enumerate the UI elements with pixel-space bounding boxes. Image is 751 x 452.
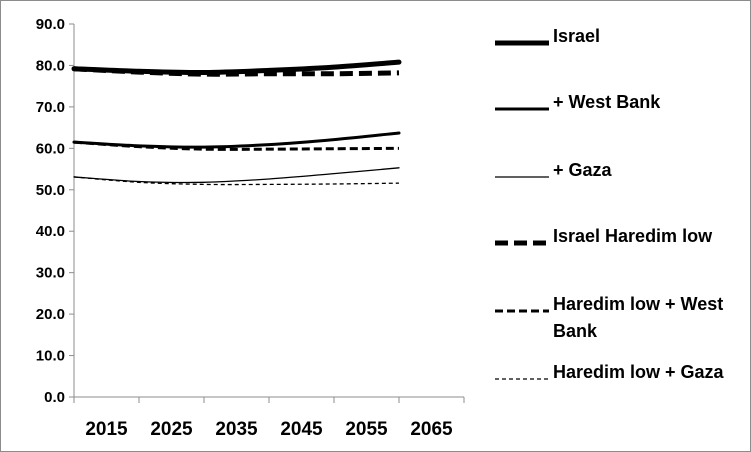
y-tick-label: 50.0 [36,182,65,199]
series-lines [71,59,402,186]
series-line-2 [72,131,401,149]
legend-swatch [495,107,549,111]
series-line-4 [73,66,400,77]
series-line-5 [73,140,400,151]
axes [69,23,465,403]
series-line-6 [73,176,400,186]
y-tick-label: 10.0 [36,348,65,365]
y-tick-label: 30.0 [36,265,65,282]
series-line-3 [73,167,400,184]
x-tick-label: 2035 [215,419,258,440]
legend-label: Israel [553,26,601,46]
legend-swatch [495,240,549,246]
y-tick-label: 80.0 [36,57,65,74]
y-tick-label: 20.0 [36,306,65,323]
x-tick-label: 2025 [150,419,193,440]
x-tick-labels: 2015 2025 2035 2045 2055 2065 [85,419,453,440]
y-tick-label: 40.0 [36,223,65,240]
legend-label: + West Bank [553,92,661,112]
x-tick-label: 2045 [280,419,323,440]
x-tick-label: 2055 [345,419,388,440]
legend-swatch [495,309,549,313]
y-tick-label: 70.0 [36,99,65,116]
legend-label: Israel Haredim low [553,226,713,246]
legend-swatch [495,378,549,380]
y-tick-label: 0.0 [44,389,65,406]
legend-swatch [495,40,549,46]
x-tick-label: 2065 [410,419,453,440]
legend-label: Haredim low + West Bank [553,294,724,341]
legend-swatch [495,176,549,178]
y-tick-label: 90.0 [36,16,65,33]
y-tick-labels: 0.0 10.0 20.0 30.0 40.0 50.0 60.0 70.0 80.0 90.0 [36,16,65,406]
y-tick-label: 60.0 [36,140,65,157]
x-tick-label: 2015 [85,419,128,440]
legend-label: Haredim low + Gaza [553,362,724,382]
legend-label: + Gaza [553,160,612,180]
